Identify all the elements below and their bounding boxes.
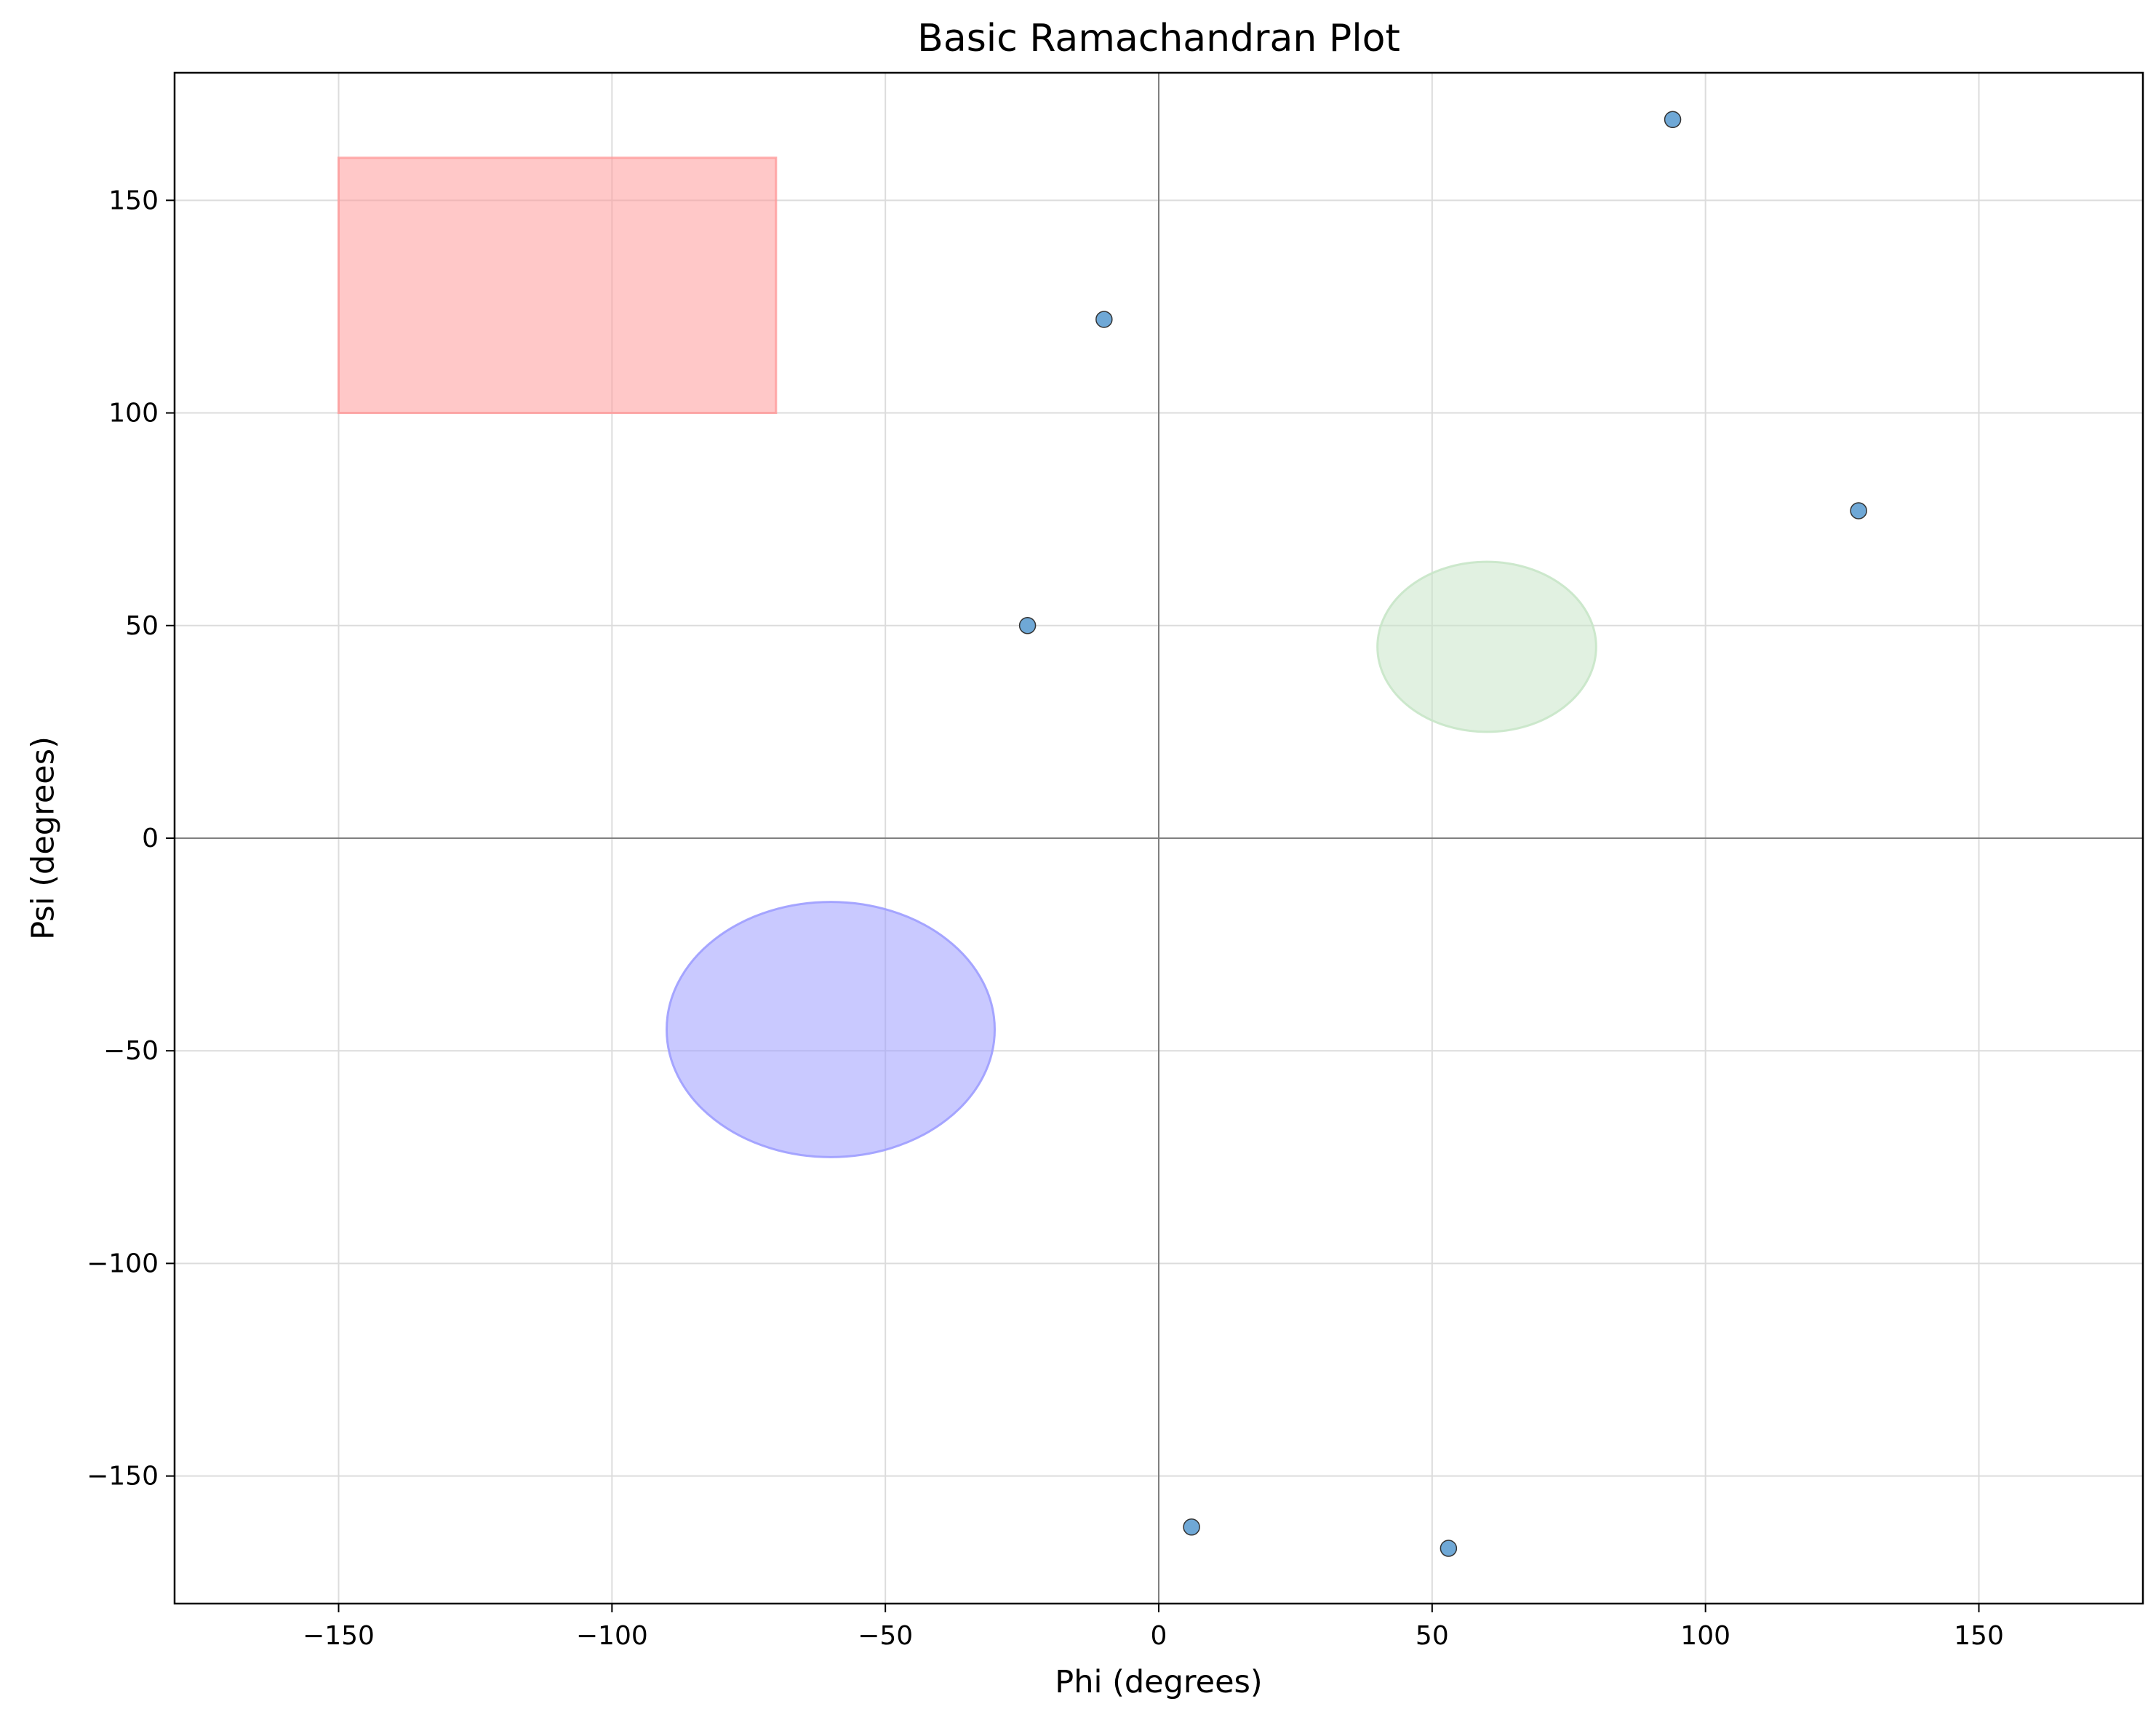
x-tick-label: 100 [1680, 1621, 1730, 1651]
x-tick-label: 150 [1954, 1621, 2004, 1651]
x-tick-label: 0 [1151, 1621, 1167, 1651]
x-tick-label: −100 [576, 1621, 648, 1651]
x-tick-label: −50 [858, 1621, 913, 1651]
data-point [1850, 502, 1867, 519]
alpha-helix-region [666, 901, 996, 1158]
y-axis-label: Psi (degrees) [25, 736, 62, 940]
y-tick-label: 0 [142, 824, 159, 853]
data-point [1440, 1540, 1458, 1557]
y-tick-label: 100 [108, 399, 159, 429]
chart-title: Basic Ramachandran Plot [917, 17, 1400, 60]
y-tick-label: −100 [87, 1249, 159, 1278]
left-handed-helix-region [1376, 560, 1597, 733]
y-tick-label: 50 [125, 611, 159, 641]
x-tick-label: 50 [1416, 1621, 1449, 1651]
x-tick-label: −150 [303, 1621, 375, 1651]
data-point [1018, 617, 1037, 634]
secondary-structure-regions [338, 156, 1597, 1158]
data-point [1664, 111, 1682, 129]
data-points [1018, 111, 1867, 1557]
beta-sheet-region [338, 156, 778, 415]
zero-lines [175, 73, 2143, 1604]
y-tick-label: −150 [87, 1462, 159, 1492]
data-point [1095, 311, 1113, 328]
axis-ticks: −150 −100 −50 0 50 100 150 −150 −100 −50 0 50 100 150 [87, 186, 2004, 1651]
x-axis-label: Phi (degrees) [1055, 1664, 1262, 1700]
y-tick-label: 150 [108, 186, 159, 215]
data-point [1183, 1518, 1200, 1536]
y-tick-label: −50 [103, 1036, 159, 1066]
